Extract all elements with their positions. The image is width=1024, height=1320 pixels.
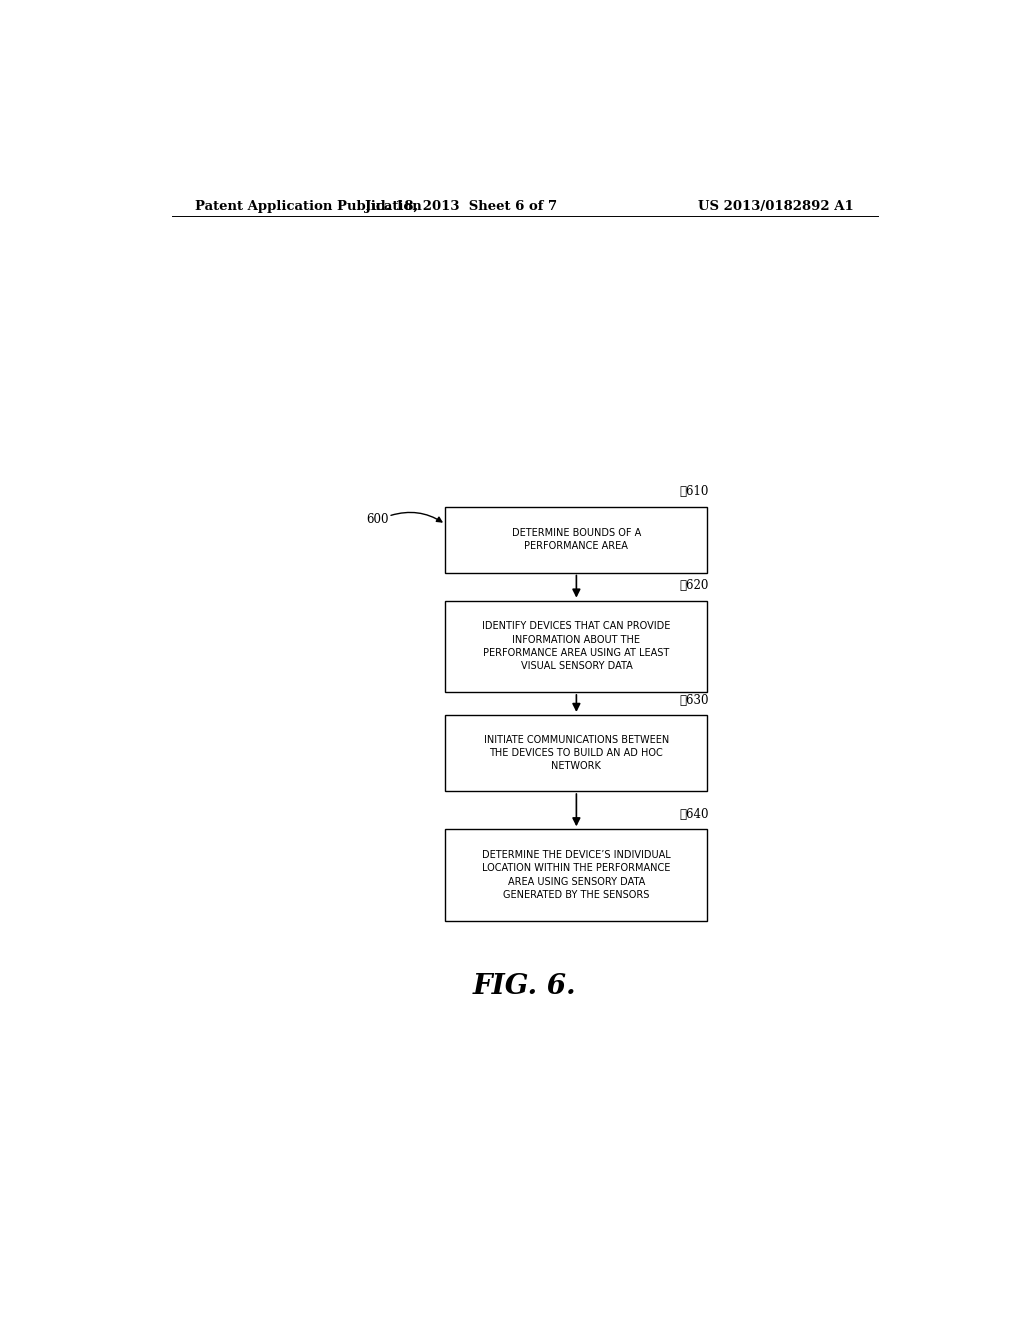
Text: 600: 600 — [367, 512, 389, 525]
Bar — [445, 601, 708, 692]
Text: Patent Application Publication: Patent Application Publication — [196, 199, 422, 213]
Text: DETERMINE THE DEVICE’S INDIVIDUAL
LOCATION WITHIN THE PERFORMANCE
AREA USING SEN: DETERMINE THE DEVICE’S INDIVIDUAL LOCATI… — [482, 850, 671, 900]
Text: Jul. 18, 2013  Sheet 6 of 7: Jul. 18, 2013 Sheet 6 of 7 — [366, 199, 557, 213]
Text: ⸏630: ⸏630 — [679, 694, 709, 706]
Bar — [445, 715, 708, 791]
Bar — [445, 507, 708, 573]
Bar — [445, 829, 708, 921]
Text: ⸏640: ⸏640 — [679, 808, 709, 821]
Text: US 2013/0182892 A1: US 2013/0182892 A1 — [698, 199, 854, 213]
Text: FIG. 6.: FIG. 6. — [473, 973, 577, 1001]
Text: INITIATE COMMUNICATIONS BETWEEN
THE DEVICES TO BUILD AN AD HOC
NETWORK: INITIATE COMMUNICATIONS BETWEEN THE DEVI… — [483, 735, 669, 771]
Text: IDENTIFY DEVICES THAT CAN PROVIDE
INFORMATION ABOUT THE
PERFORMANCE AREA USING A: IDENTIFY DEVICES THAT CAN PROVIDE INFORM… — [482, 622, 671, 671]
Text: ⸏610: ⸏610 — [680, 486, 709, 499]
Text: DETERMINE BOUNDS OF A
PERFORMANCE AREA: DETERMINE BOUNDS OF A PERFORMANCE AREA — [512, 528, 641, 552]
Text: ⸏620: ⸏620 — [680, 579, 709, 593]
